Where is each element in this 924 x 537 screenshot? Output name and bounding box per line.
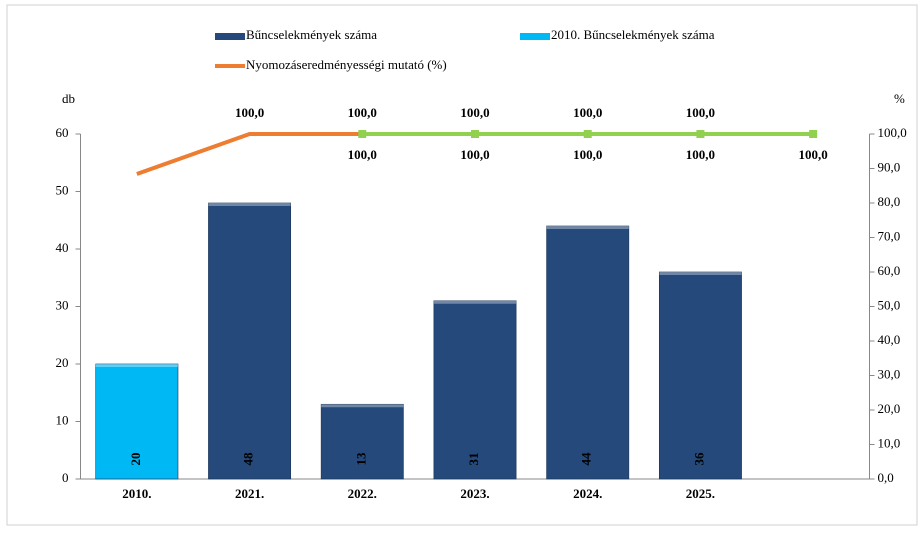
line-value-label: 100,0 [460,105,489,120]
line-marker [358,130,366,138]
bar-top [547,226,629,229]
chart: db % 0 10 20 30 40 50 60 0,0 10,0 20,0 30,0 40,0 50,… [0,0,924,532]
line-value-label: 100,0 [348,147,377,162]
bar [659,272,741,479]
line-marker [584,130,592,138]
bar [208,203,290,479]
line-value-label: 100,0 [235,105,264,120]
bar-value-label: 13 [353,452,368,466]
bar-value-label: 20 [128,453,143,466]
line-value-label: 100,0 [799,147,828,162]
y-tick-label: 0 [62,470,69,485]
y2-tick-label: 80,0 [878,194,901,209]
y-tick-label: 60 [56,125,69,140]
line-marker [471,130,479,138]
x-tick-label: 2023. [460,486,489,501]
line-marker [809,130,817,138]
y-tick-label: 10 [56,412,69,427]
bar [321,404,403,479]
y2-tick-label: 20,0 [878,401,901,416]
y-axis-label: db [62,91,75,106]
bar-value-label: 48 [241,452,256,466]
line-value-label: 100,0 [686,147,715,162]
y2-axis-label: % [894,91,905,106]
legend-label: 2010. Bűncselekmények száma [551,27,715,42]
line-value-label: 100,0 [573,105,602,120]
x-tick-label: 2022. [348,486,377,501]
line-value-label: 100,0 [348,105,377,120]
bar [434,301,516,479]
line-value-label: 100,0 [573,147,602,162]
bar-value-label: 44 [579,452,594,466]
y2-tick-label: 30,0 [878,366,901,381]
legend-swatch [215,33,245,40]
x-tick-label: 2025. [686,486,715,501]
x-tick-label: 2010. [122,486,151,501]
line-marker [696,130,704,138]
x-tick-label: 2024. [573,486,602,501]
y2-tick-label: 0,0 [878,470,894,485]
y-tick-label: 40 [56,240,69,255]
legend-label: Bűncselekmények száma [246,27,377,42]
y2-tick-label: 10,0 [878,435,901,450]
y-tick-label: 30 [56,297,69,312]
y2-tick-label: 50,0 [878,297,901,312]
bar-top [208,203,290,206]
x-tick-label: 2021. [235,486,264,501]
line-value-label: 100,0 [460,147,489,162]
line-value-label: 100,0 [686,105,715,120]
y-tick-label: 20 [56,355,69,370]
bar-top [96,364,178,367]
bar-top [321,404,403,407]
bar [547,226,629,479]
bar-top [659,272,741,275]
y2-tick-label: 100,0 [878,125,907,140]
y2-tick-label: 60,0 [878,263,901,278]
bar-top [434,301,516,304]
bar-value-label: 31 [466,453,481,466]
legend-label: Nyomozáseredményességi mutató (%) [246,57,447,72]
y2-tick-label: 70,0 [878,228,901,243]
legend-swatch [520,33,550,40]
y2-tick-label: 90,0 [878,159,901,174]
y-tick-label: 50 [56,182,69,197]
y2-tick-label: 40,0 [878,332,901,347]
bar-value-label: 36 [691,452,706,466]
